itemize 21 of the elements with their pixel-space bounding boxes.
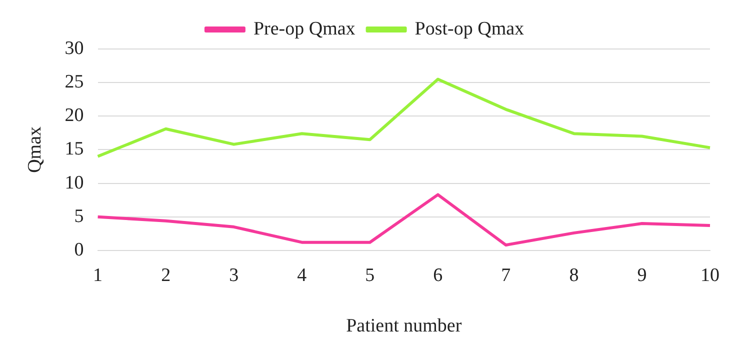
x-tick-label: 6 xyxy=(433,264,443,286)
x-tick-label: 3 xyxy=(229,264,239,286)
x-tick-label: 2 xyxy=(161,264,171,286)
y-tick-label: 25 xyxy=(64,72,84,93)
x-tick-label: 10 xyxy=(700,264,720,286)
x-tick-label: 1 xyxy=(93,264,103,286)
x-tick-label: 5 xyxy=(365,264,375,286)
x-tick-label: 7 xyxy=(501,264,511,286)
y-tick-label: 20 xyxy=(64,105,84,126)
y-tick-label: 5 xyxy=(74,206,84,227)
x-tick-label: 8 xyxy=(569,264,579,286)
y-tick-label: 30 xyxy=(64,38,84,59)
legend-label: Pre-op Qmax xyxy=(253,18,356,40)
y-tick-label: 10 xyxy=(64,172,84,194)
legend-label: Post-op Qmax xyxy=(414,18,525,40)
x-tick-label: 4 xyxy=(297,264,308,286)
y-tick-label: 15 xyxy=(64,138,84,160)
x-axis-title: Patient number xyxy=(346,316,462,337)
y-tick-label: 0 xyxy=(74,239,84,260)
y-axis-title: Qmax xyxy=(24,126,46,173)
x-tick-label: 9 xyxy=(637,264,647,286)
